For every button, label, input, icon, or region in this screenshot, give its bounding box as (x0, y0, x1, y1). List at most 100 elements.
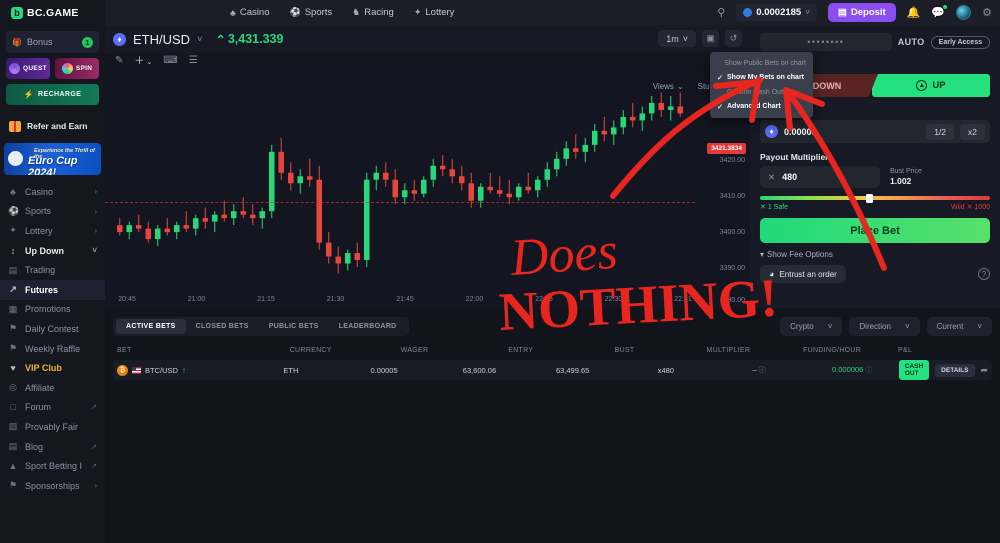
balance-selector[interactable]: 0.0002185 ˅ (736, 4, 817, 21)
help-icon[interactable]: ? (978, 268, 990, 280)
topnav-item-casino[interactable]: ♣ Casino (230, 7, 269, 18)
cash-out-button[interactable]: CASH OUT (898, 360, 930, 380)
place-bet-button[interactable]: Place Bet (760, 218, 990, 243)
logo[interactable]: b BC.GAME (0, 0, 105, 25)
table-row[interactable]: ₿ BTC/USD ↑ ETH 0.00005 63,600.06 63,499… (113, 360, 992, 380)
spin-wheel-icon (61, 63, 73, 74)
info-icon[interactable]: ⓘ (758, 367, 766, 374)
spin-button[interactable]: SPIN (55, 58, 99, 79)
sidebar-bonus[interactable]: 🎁 Bonus 1 (6, 31, 99, 53)
chevron-right-icon: › (94, 206, 97, 216)
time-tick: 21:45 (396, 296, 414, 303)
sidebar-item-sponsorships[interactable]: ⚑ Sponsorships › (0, 476, 105, 496)
topnav-item-lottery[interactable]: ✦ Lottery (414, 7, 455, 18)
details-button[interactable]: DETAILS (935, 363, 975, 377)
camera-icon[interactable]: ▣ (702, 30, 719, 47)
sidebar-item-daily-contest[interactable]: ⚑ Daily Contest (0, 319, 105, 339)
topnav-label: Sports (304, 7, 333, 18)
raffle-icon: ⚑ (8, 343, 18, 354)
cell-multiplier: x480 (657, 365, 674, 375)
down-label: DOWN (812, 80, 842, 91)
risk-slider[interactable] (760, 193, 990, 203)
sidebar-item-label: Lottery (25, 225, 53, 236)
provably-fair-icon: ▧ (8, 421, 18, 432)
auto-tab[interactable]: AUTO (897, 37, 925, 47)
price-tick: 3400.00 (719, 229, 745, 236)
wager-input-row[interactable]: ♦ 0.00005 1/2 x2 (760, 120, 990, 143)
sidebar-item-vip-club[interactable]: ♥ VIP Club (0, 358, 105, 378)
wager-half-button[interactable]: 1/2 (926, 123, 955, 140)
show-fee-options-toggle[interactable]: ▾ Show Fee Options (760, 250, 990, 259)
candlestick-chart[interactable]: 20:45 21:00 21:15 21:30 21:45 22:00 22:15 22:30… (105, 69, 750, 308)
euro-cup-banner[interactable]: Experience the Thrill of the Euro Cup 20… (4, 143, 101, 175)
sidebar-item-provably-fair[interactable]: ▧ Provably Fair (0, 417, 105, 437)
sidebar-item-affiliate[interactable]: ◎ Affiliate (0, 378, 105, 398)
tab-leaderboard[interactable]: LEADERBOARD (338, 323, 397, 330)
history-icon[interactable]: ↺ (725, 30, 742, 47)
entrust-order-button[interactable]: ◕ Entrust an order (760, 265, 846, 283)
tab-closed-bets[interactable]: CLOSED BETS (195, 323, 249, 330)
early-access-badge[interactable]: Early Access (930, 35, 990, 49)
bell-icon[interactable]: 🔔 (906, 7, 921, 19)
slider-handle[interactable] (865, 193, 873, 203)
layout-icon[interactable]: ☰ (188, 54, 198, 66)
topnav-item-sports[interactable]: ⚽ Sports (289, 7, 332, 18)
sidebar-item-label: Up Down (25, 245, 64, 256)
tab-active-bets[interactable]: ACTIVE BETS (116, 319, 186, 334)
crosshair-icon[interactable]: ＋ ⌄ (134, 52, 153, 70)
search-icon[interactable]: ⚲ (717, 7, 726, 19)
sidebar-item-weekly-raffle[interactable]: ⚑ Weekly Raffle (0, 339, 105, 359)
price-tick: 3420.00 (719, 157, 745, 164)
manual-mode-field[interactable]: •••••••• (760, 33, 892, 51)
menu-item-advanced-chart[interactable]: ✓ Advanced Chart (710, 100, 813, 115)
up-button[interactable]: ▲ UP (872, 74, 990, 97)
pencil-icon[interactable]: ✎ (115, 54, 124, 66)
views-dropdown[interactable]: Views ⌄ (652, 82, 684, 91)
sports-icon: ⚽ (8, 205, 20, 216)
pair-name[interactable]: ETH/USD (133, 31, 191, 47)
avatar[interactable] (956, 5, 972, 20)
payout-multiplier-input[interactable]: ✕ 480 (760, 166, 880, 188)
sidebar-item-up-down[interactable]: ↕ Up Down ˅ (0, 241, 105, 261)
topnav-item-racing[interactable]: ♞ Racing (352, 7, 394, 18)
sidebar-item-promotions[interactable]: ▦ Promotions (0, 300, 105, 320)
deposit-button[interactable]: ▤ Deposit (827, 3, 896, 22)
chevron-down-icon: ⌄ (676, 82, 684, 91)
sidebar-item-trading[interactable]: ▤ Trading (0, 260, 105, 280)
quest-button[interactable]: QUEST (6, 58, 50, 79)
sidebar-item-blog[interactable]: ▤ Blog ↗ (0, 437, 105, 457)
bust-price-value: 1.002 (890, 175, 912, 186)
filter-current[interactable]: Current ˅ (926, 317, 992, 336)
sidebar-item-forum[interactable]: □ Forum ↗ (0, 398, 105, 418)
sidebar-item-sports[interactable]: ⚽ Sports › (0, 202, 105, 222)
time-tick: 21:30 (326, 296, 345, 303)
filter-crypto[interactable]: Crypto ˅ (780, 317, 843, 336)
sidebar-item-sport-betting-insights[interactable]: ▲ Sport Betting Insig… ↗ (0, 456, 105, 476)
menu-item-confirm-cash-out[interactable]: Confirm Cash Out (710, 85, 813, 100)
btc-icon: ₿ (117, 364, 128, 376)
share-icon[interactable]: ➦ (980, 364, 989, 375)
time-tick: 22:15 (535, 296, 553, 303)
tab-public-bets[interactable]: PUBLIC BETS (268, 323, 319, 330)
sidebar-item-label: Promotions (25, 304, 71, 315)
note-icon[interactable]: ⌨ (163, 54, 178, 66)
wager-double-button[interactable]: x2 (960, 123, 985, 140)
menu-item-show-public-bets[interactable]: Show Public Bets on chart (710, 56, 813, 71)
chat-icon[interactable]: 💬 (931, 5, 948, 19)
sidebar-item-refer-and-earn[interactable]: Refer and Earn (0, 114, 105, 138)
sidebar-item-label: Provably Fair (25, 421, 79, 432)
trading-icon: ▤ (8, 264, 18, 275)
recharge-button[interactable]: ⚡ RECHARGE (6, 84, 99, 105)
cell-entry: 63,600.06 (462, 365, 497, 375)
sidebar-item-lottery[interactable]: ✦ Lottery › (0, 221, 105, 241)
sidebar-item-casino[interactable]: ♣ Casino › (0, 182, 105, 202)
menu-item-show-my-bets[interactable]: ✓ Show My Bets on chart (710, 71, 813, 86)
forum-icon: □ (10, 402, 16, 413)
chevron-down-icon[interactable]: ˅ (197, 34, 203, 44)
filter-direction[interactable]: Direction ˅ (849, 317, 920, 336)
timeframe-selector[interactable]: 1m ˅ (658, 30, 696, 47)
info-icon[interactable]: ⓘ (865, 367, 873, 374)
price-tick: 3390.00 (719, 265, 745, 272)
menu-icon[interactable]: ⚙ (982, 7, 992, 19)
sidebar-item-futures[interactable]: ↗ Futures (0, 279, 105, 300)
